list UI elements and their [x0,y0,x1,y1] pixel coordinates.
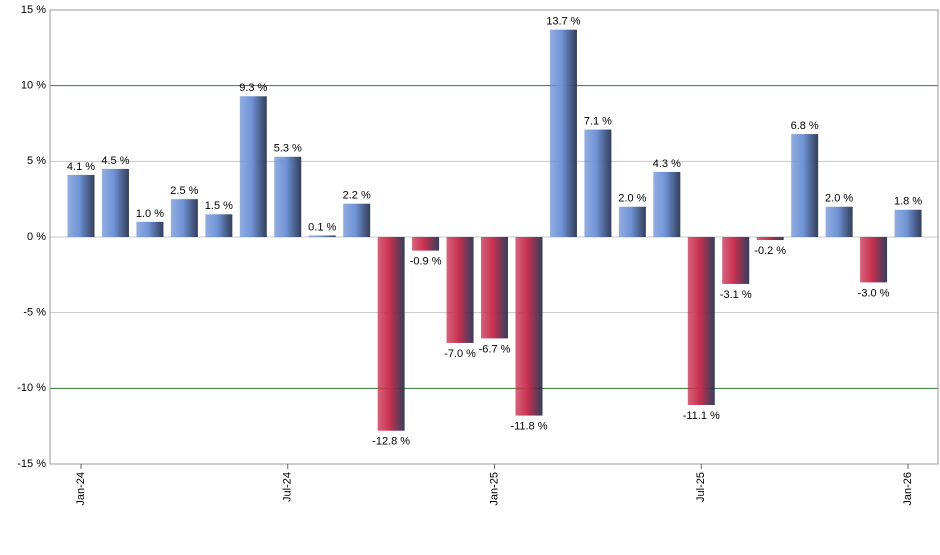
bar [343,203,371,237]
bar [687,237,715,405]
x-tick-label: Jan-26 [902,472,914,506]
bar [481,237,509,339]
value-label: 1.0 % [136,208,164,220]
value-label: 4.1 % [67,161,95,173]
y-tick-label: -5 % [23,307,46,319]
bar [170,199,198,237]
bar [618,206,646,237]
value-label: -3.0 % [858,287,890,299]
value-label: 2.0 % [618,193,646,205]
y-tick-label: 15 % [21,4,46,16]
bar [653,171,681,237]
value-label: -0.2 % [754,245,786,257]
value-label: -11.1 % [683,410,720,422]
bar [515,237,543,416]
bar [308,235,336,237]
value-label: -7.0 % [444,348,476,360]
value-label: -6.7 % [479,343,511,355]
bar [825,206,853,237]
bar [101,168,129,237]
bar [722,237,750,284]
y-tick-label: 0 % [27,231,46,243]
bar [205,214,233,237]
bar [377,237,405,431]
x-tick-label: Jan-24 [75,472,87,506]
bar [791,134,819,237]
y-tick-label: -15 % [17,458,46,470]
value-label: 5.3 % [274,143,302,155]
value-label: -12.8 % [372,436,410,448]
plot-frame [49,9,939,465]
bar [894,209,922,237]
value-label: -0.9 % [410,256,442,268]
value-label: 2.0 % [825,193,853,205]
bar [756,237,784,241]
bar [549,29,577,237]
y-tick-label: 10 % [21,80,46,92]
value-label: 2.2 % [343,190,371,202]
value-label: 2.5 % [170,185,198,197]
x-tick-label: Jul-25 [695,472,707,502]
value-label: -11.8 % [510,420,547,432]
bar [67,174,95,237]
x-tick-label: Jul-24 [282,472,294,502]
bar [584,129,612,237]
bar [239,96,267,237]
bar [860,237,888,283]
y-tick-label: 5 % [27,155,46,167]
value-label: 9.3 % [239,82,267,94]
value-label: -3.1 % [720,289,752,301]
bar [446,237,474,343]
bar [274,156,302,237]
x-tick-label: Jan-25 [488,472,500,506]
value-label: 7.1 % [584,115,612,127]
value-label: 6.8 % [791,120,819,132]
value-label: 13.7 % [546,16,580,28]
value-label: 0.1 % [308,221,336,233]
value-label: 1.5 % [205,200,233,212]
bar [136,221,164,237]
value-label: 1.8 % [894,196,922,208]
bar [412,237,440,251]
value-label: 4.5 % [101,155,129,167]
y-tick-label: -10 % [17,382,46,394]
value-label: 4.3 % [653,158,681,170]
